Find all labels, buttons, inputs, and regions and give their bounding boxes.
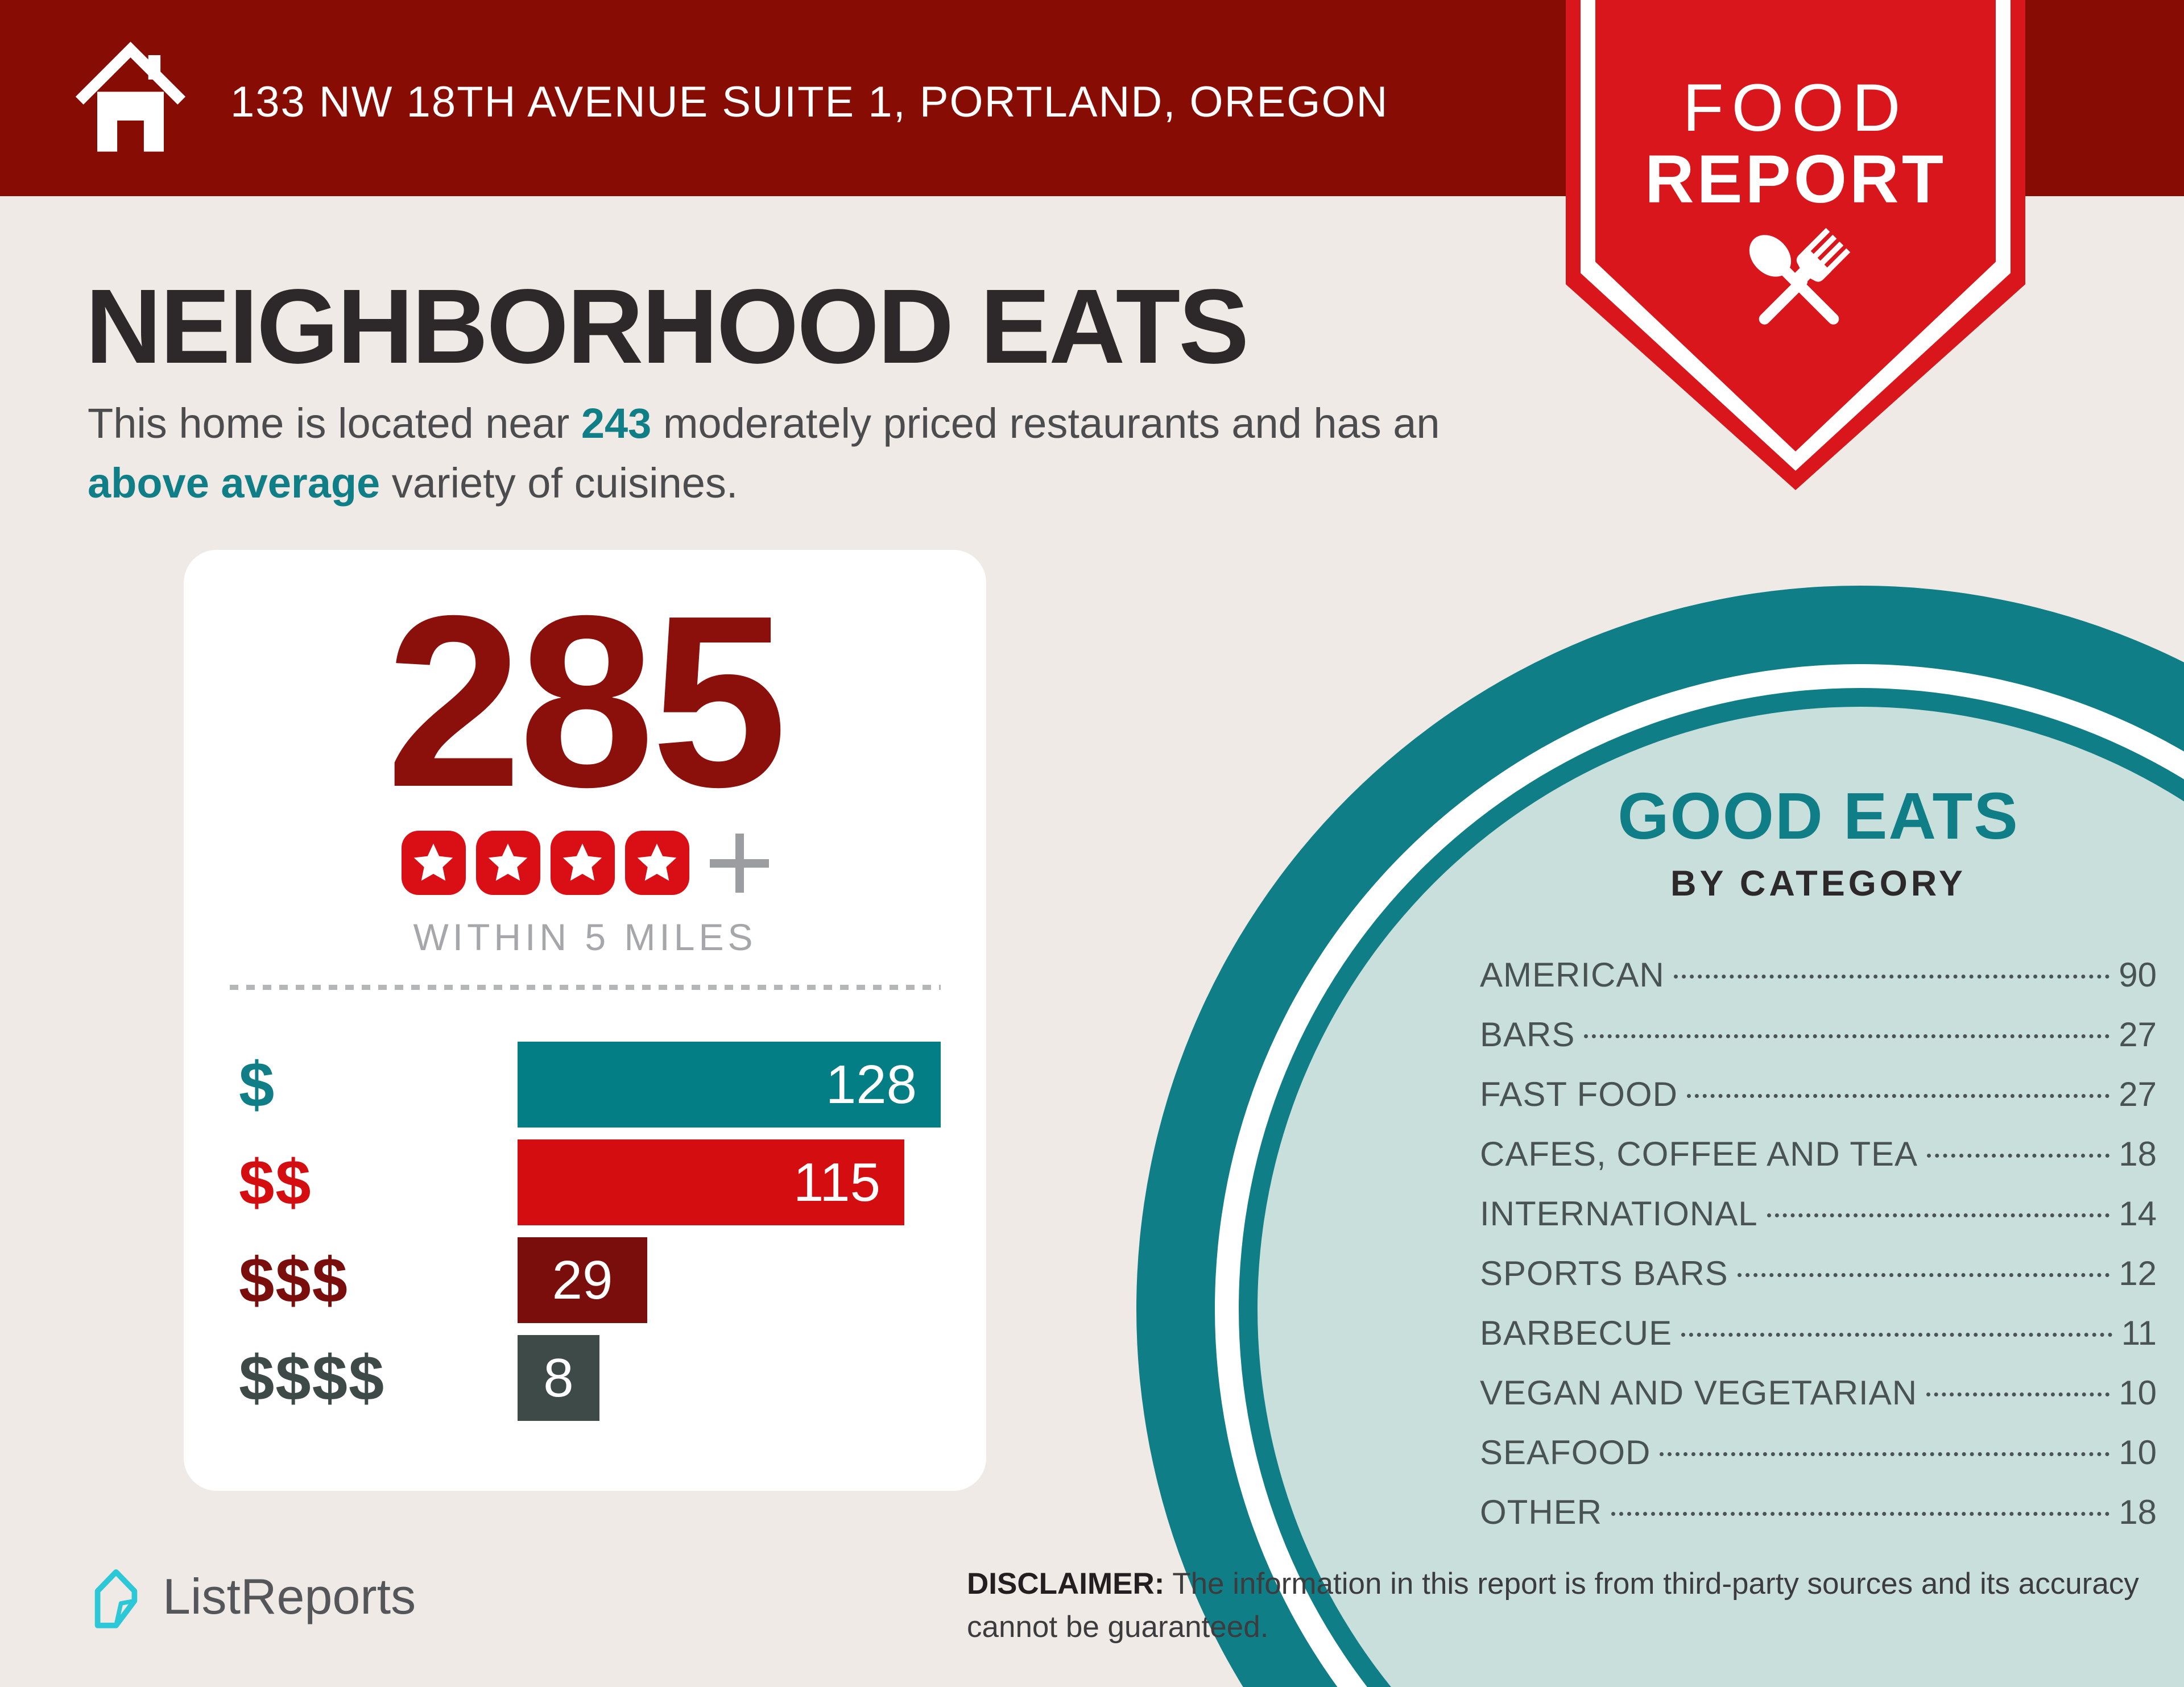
price-bar-track: 29	[518, 1237, 941, 1323]
category-value: 10	[2119, 1433, 2157, 1472]
category-row: BARS 27	[1480, 1015, 2157, 1075]
badge-title-food: FOOD	[1682, 71, 1909, 146]
star-icon	[475, 831, 540, 895]
dotted-leader	[1584, 1034, 2110, 1038]
star-rating	[184, 831, 986, 895]
category-row: SEAFOOD 10	[1480, 1433, 2157, 1493]
category-label: SEAFOOD	[1480, 1433, 1651, 1472]
dotted-leader	[1611, 1512, 2110, 1516]
intro-text: This home is located near 243 moderately…	[88, 393, 1470, 513]
price-bar: 8	[518, 1335, 599, 1421]
home-icon	[75, 42, 186, 152]
star-icon	[401, 831, 466, 895]
category-value: 90	[2119, 956, 2157, 994]
price-tier-label: $	[239, 1049, 276, 1120]
category-value: 14	[2119, 1195, 2157, 1233]
radius-label: WITHIN 5 MILES	[413, 916, 757, 958]
dotted-leader	[1686, 1094, 2110, 1098]
category-value: 10	[2119, 1374, 2157, 1412]
intro-middle: moderately priced restaurants and has an	[651, 400, 1440, 447]
category-label: BARBECUE	[1480, 1314, 1673, 1352]
disclaimer-label: DISCLAIMER:	[967, 1567, 1165, 1601]
category-label: SPORTS BARS	[1480, 1254, 1728, 1292]
star-icon	[550, 831, 615, 895]
intro-before: This home is located near	[88, 400, 581, 447]
category-value: 11	[2121, 1314, 2157, 1352]
category-value: 18	[2119, 1135, 2157, 1173]
price-tier-row: $$ 115	[184, 1139, 986, 1225]
category-value: 12	[2119, 1254, 2157, 1292]
dotted-leader	[1681, 1333, 2112, 1337]
intro-after: variety of cuisines.	[380, 459, 738, 507]
intro-highlight: above average	[88, 459, 380, 507]
good-eats-panel: GOOD EATS BY CATEGORY AMERICAN 90 BARS 27 FA…	[1480, 778, 2157, 1552]
dotted-leader	[1660, 1452, 2110, 1456]
price-tier-label: $$$	[239, 1245, 349, 1316]
plus-icon	[709, 833, 769, 893]
good-eats-title: GOOD EATS	[1618, 779, 2019, 853]
page-title: NEIGHBORHOOD EATS	[85, 268, 1249, 386]
category-row: OTHER 18	[1480, 1493, 2157, 1552]
category-row: CAFES, COFFEE AND TEA 18	[1480, 1134, 2157, 1194]
category-row: SPORTS BARS 12	[1480, 1254, 2157, 1313]
dotted-leader	[1927, 1154, 2110, 1158]
dashed-divider	[229, 985, 941, 990]
crossed-spoon-fork-icon	[1749, 227, 1851, 325]
restaurant-total-count: 285	[386, 565, 787, 838]
price-tier-row: $128	[184, 1042, 986, 1128]
listreports-wordmark: ListReports	[163, 1568, 416, 1624]
price-tier-row: $$$ 29	[184, 1237, 986, 1323]
restaurant-summary-card: 285 WITHIN 5 MILES $128 $$ 115 $$$ 29 $$$$ 8	[184, 550, 986, 1491]
good-eats-subtitle: BY CATEGORY	[1670, 864, 1966, 903]
disclaimer-text: DISCLAIMER: The information in this repo…	[967, 1562, 2184, 1649]
listreports-logo-icon	[94, 1569, 138, 1628]
dotted-leader	[1673, 975, 2110, 979]
category-label: BARS	[1480, 1015, 1575, 1054]
price-tier-chart: $128 $$ 115 $$$ 29 $$$$ 8	[184, 1042, 986, 1433]
property-address: 133 NW 18TH AVENUE SUITE 1, PORTLAND, OR…	[230, 78, 1389, 126]
category-row: INTERNATIONAL 14	[1480, 1194, 2157, 1254]
intro-count: 243	[581, 400, 652, 447]
category-value: 27	[2119, 1075, 2157, 1113]
category-row: VEGAN AND VEGETARIAN 10	[1480, 1373, 2157, 1433]
category-value: 18	[2119, 1493, 2157, 1531]
category-label: INTERNATIONAL	[1480, 1195, 1758, 1233]
category-label: FAST FOOD	[1480, 1075, 1678, 1113]
price-bar-track: 128	[518, 1042, 941, 1128]
category-value: 27	[2119, 1015, 2157, 1054]
price-bar: 29	[518, 1237, 647, 1323]
category-row: AMERICAN 90	[1480, 955, 2157, 1015]
category-label: AMERICAN	[1480, 956, 1665, 994]
price-tier-row: $$$$ 8	[184, 1335, 986, 1421]
category-label: OTHER	[1480, 1493, 1602, 1531]
category-row: FAST FOOD 27	[1480, 1075, 2157, 1134]
food-report-badge: FOOD REPORT	[1566, 0, 2025, 490]
price-bar: 115	[518, 1139, 904, 1225]
category-row: BARBECUE 11	[1480, 1313, 2157, 1373]
listreports-brand: ListReports	[85, 1562, 416, 1631]
price-tier-label: $$$$	[239, 1342, 386, 1414]
price-bar-track: 8	[518, 1335, 941, 1421]
disclaimer-body: The information in this report is from t…	[967, 1567, 2139, 1644]
price-bar-track: 115	[518, 1139, 941, 1225]
dotted-leader	[1767, 1213, 2110, 1217]
category-label: CAFES, COFFEE AND TEA	[1480, 1135, 1918, 1173]
badge-title-report: REPORT	[1644, 141, 1947, 217]
price-bar: 128	[518, 1042, 941, 1128]
star-icon	[624, 831, 689, 895]
good-eats-list: AMERICAN 90 BARS 27 FAST FOOD 27 CAFES, COFFEE…	[1480, 955, 2157, 1552]
dotted-leader	[1926, 1392, 2110, 1396]
price-tier-label: $$	[239, 1147, 312, 1218]
category-label: VEGAN AND VEGETARIAN	[1480, 1374, 1918, 1412]
dotted-leader	[1737, 1273, 2110, 1277]
